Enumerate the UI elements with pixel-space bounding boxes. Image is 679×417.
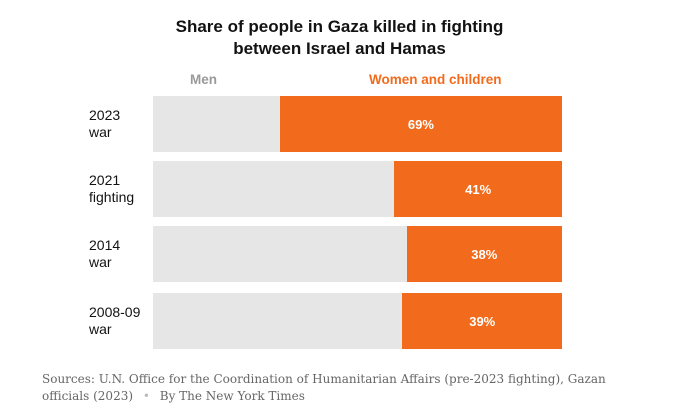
row-label-line: war — [89, 124, 112, 140]
row-label-line: 2023 — [89, 107, 121, 123]
row-label: 2008-09 war — [89, 304, 140, 338]
row-label-line: war — [89, 321, 112, 337]
row-label: 2014 war — [89, 237, 120, 271]
row-label-line: 2008-09 — [89, 304, 141, 320]
bar-value-label: 39% — [469, 313, 496, 329]
footer-sources: Sources: U.N. Office for the Coordinatio… — [42, 372, 606, 403]
bar-value-label: 38% — [471, 246, 498, 262]
legend-men: Men — [190, 72, 217, 87]
row-label-line: 2021 — [89, 172, 121, 188]
bar-value-label: 41% — [465, 181, 492, 197]
bar-women-and-children: 39% — [402, 293, 562, 349]
chart-title-line-2: between Israel and Hamas — [233, 39, 446, 58]
bar-women-and-children: 41% — [394, 161, 562, 217]
footer-credit: By The New York Times — [159, 389, 305, 403]
row-label-line: 2014 — [89, 237, 121, 253]
bar-value-label: 69% — [407, 116, 434, 132]
bar-women-and-children: 38% — [406, 226, 562, 282]
row-label: 2021 fighting — [89, 172, 134, 206]
footer-separator: • — [142, 389, 150, 403]
legend-women-and-children: Women and children — [369, 72, 502, 87]
footer: Sources: U.N. Office for the Coordinatio… — [42, 371, 652, 405]
row-label-line: fighting — [89, 189, 135, 205]
row-label-line: war — [89, 254, 112, 270]
bar-women-and-children: 69% — [279, 96, 562, 152]
chart-title-line-1: Share of people in Gaza killed in fighti… — [175, 17, 504, 36]
chart-title: Share of people in Gaza killed in fighti… — [0, 16, 679, 60]
row-label: 2023 war — [89, 107, 120, 141]
